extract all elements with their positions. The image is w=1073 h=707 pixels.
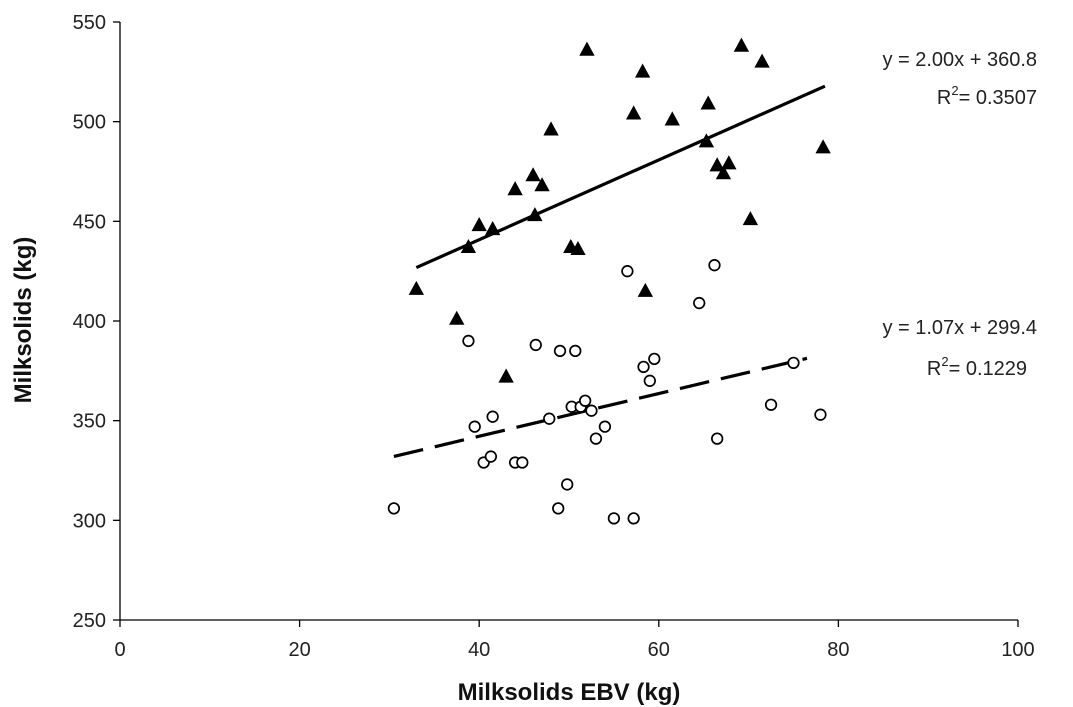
r-squared-symbol: R [927,358,941,380]
triangle-point [698,133,715,148]
circle-point [643,374,656,387]
triangle-point [664,111,680,126]
y-tick-label: 400 [73,311,106,333]
x-tick-label: 60 [648,639,670,661]
y-axis-title: Milksolids (kg) [10,237,37,404]
trendline-triangles [415,84,826,270]
triangle-point [715,165,732,180]
circle-point [585,404,598,417]
circle-point [516,456,529,469]
circle-point [787,356,800,370]
circle-point [561,478,574,491]
x-tick-label: 20 [288,639,310,661]
r-squared-superscript: 2 [941,354,948,369]
circle-point [814,408,827,421]
triangle-point [525,167,541,182]
triangle-point [408,280,425,295]
r-squared-value: = 0.1229 [949,358,1027,380]
triangle-point [634,63,651,78]
circle-point [693,296,706,310]
circle-point [637,360,650,373]
circle-point [486,410,499,423]
circle-point [569,344,582,358]
r-squared-triangles: R2= 0.3507 [937,83,1037,109]
x-axis-title: Milksolids EBV (kg) [458,679,681,706]
x-tick-label: 40 [468,639,490,661]
circle-point [708,259,721,272]
triangle-point [625,105,642,120]
triangle-point [637,282,654,297]
y-tick-label: 350 [73,411,106,433]
circle-point [553,344,567,358]
triangle-point [754,53,770,68]
trendlines [393,84,826,459]
x-tick-label: 100 [1001,639,1034,661]
y-tick-label: 300 [73,510,106,532]
y-tick-label: 250 [73,610,106,632]
triangle-point [700,95,716,110]
circle-point [627,512,640,525]
circle-point [543,412,556,425]
y-tick-label: 550 [73,12,106,34]
circle-point [468,420,481,433]
triangle-point [507,181,523,196]
y-tick-label: 500 [73,112,106,134]
trendline-equation-circles: y = 1.07x + 299.4 [882,317,1037,339]
triangle-point [449,310,465,325]
circle-point [529,338,542,352]
circle-point [598,420,612,433]
circle-point [579,394,592,407]
labels: Milksolids EBV (kg) Milksolids (kg) y = … [10,49,1037,706]
triangle-point [570,240,586,256]
triangle-point [471,217,487,232]
triangle-point [527,207,543,222]
trendline-equation-triangles: y = 2.00x + 360.8 [882,49,1037,71]
circle-point [589,432,603,445]
y-tick-label: 450 [73,211,106,233]
triangle-point [543,121,559,136]
triangle-point [709,157,725,172]
circle-point [387,502,401,515]
triangle-point [721,155,737,170]
r-squared-symbol: R [937,87,951,109]
x-tick-label: 0 [114,639,125,661]
r-squared-value: = 0.3507 [959,87,1037,109]
circle-point [607,512,621,525]
circle-point [648,352,661,366]
r-squared-circles: R2= 0.1229 [927,354,1027,380]
triangle-point [742,211,759,226]
x-tick-label: 80 [827,639,849,661]
circle-point [621,265,634,278]
triangle-point [815,139,831,154]
triangle-point [484,221,501,236]
trendline-circles [393,356,808,459]
circle-point [484,450,498,463]
r-squared-superscript: 2 [951,83,958,98]
circle-point [462,334,475,348]
triangle-point [498,368,514,383]
circle-point [711,432,724,445]
circle-point [552,502,565,515]
circle-point [764,398,778,411]
triangle-point [534,177,550,192]
triangle-point [733,37,750,52]
triangle-point [579,41,595,56]
ticks: 250 300 350 400 450 500 550 0 20 40 60 80 100 [73,12,1035,661]
triangle-point [460,238,477,254]
data-points [387,37,831,525]
